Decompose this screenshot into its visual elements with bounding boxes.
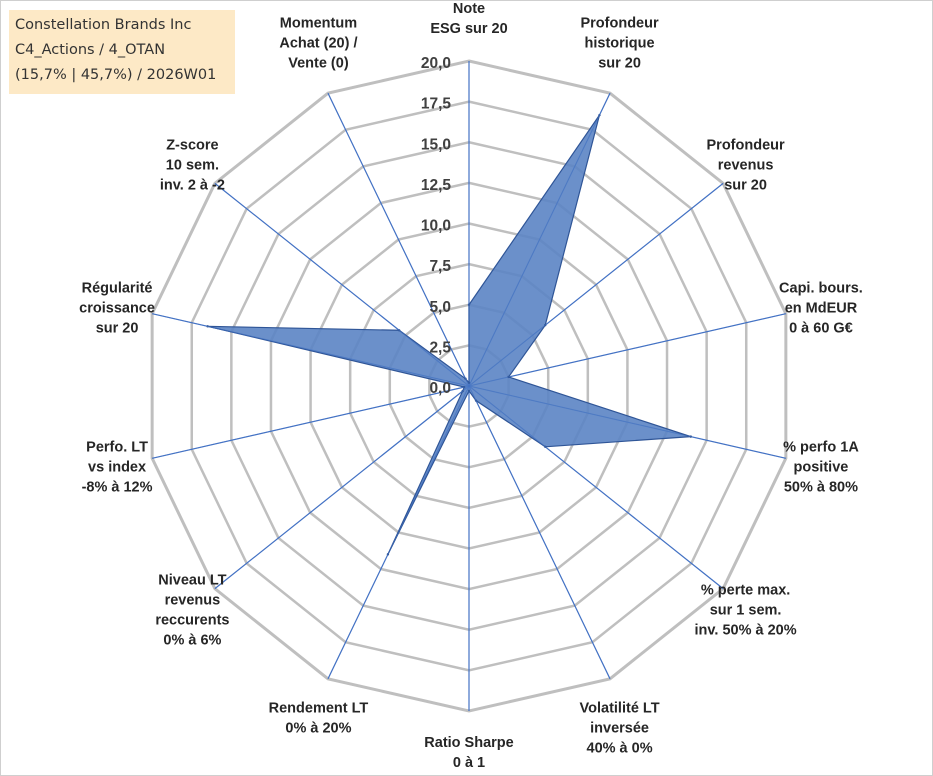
radar-category-line: sur 20 xyxy=(724,177,767,193)
radar-spoke-overlay-3 xyxy=(468,183,724,387)
radar-tick-label-6: 12,5 xyxy=(421,177,452,194)
radar-category-line: inv. 2 à -2 xyxy=(160,177,225,193)
radar-spoke-overlay-4 xyxy=(468,313,786,387)
radar-spoke-overlay-11 xyxy=(152,385,470,459)
radar-category-line: Capi. bours. xyxy=(779,281,863,297)
radar-category-line: sur 20 xyxy=(598,55,641,71)
radar-category-label-1: Note ESG sur 20 xyxy=(430,1,507,37)
radar-category-line: Z-score xyxy=(166,137,218,153)
radar-category-line: Profondeur xyxy=(580,15,658,31)
radar-category-label-13: Z-score 10 sem. inv. 2 à -2 xyxy=(160,137,225,193)
radar-tick-label-9: 20,0 xyxy=(421,55,451,72)
radar-category-line: Volatilité LT xyxy=(580,701,660,717)
radar-category-line: 40% à 0% xyxy=(587,741,653,757)
radar-series-area-1 xyxy=(207,114,691,555)
radar-category-line: historique xyxy=(585,35,655,51)
radar-spoke-overlay-12 xyxy=(152,313,470,387)
radar-category-label-7: Volatilité LT inversée 40% à 0% xyxy=(580,701,660,757)
radar-category-line: Niveau LT xyxy=(158,573,226,589)
radar-category-label-2: Profondeur historique sur 20 xyxy=(580,15,658,71)
radar-category-line: Vente (0) xyxy=(288,55,349,71)
radar-category-label-11: Perfo. LT vs index -8% à 12% xyxy=(82,439,153,495)
radar-category-line: 10 sem. xyxy=(166,157,219,173)
radar-tick-label-7: 15,0 xyxy=(421,136,451,153)
radar-category-line: inv. 50% à 20% xyxy=(695,623,797,639)
info-box: Constellation Brands Inc C4_Actions / 4_… xyxy=(9,10,235,94)
radar-category-line: revenus xyxy=(165,593,221,609)
radar-category-label-3: Profondeur revenus sur 20 xyxy=(707,137,785,193)
info-line-company: Constellation Brands Inc xyxy=(15,17,192,33)
radar-category-line: Rendement LT xyxy=(269,701,369,717)
radar-category-line: % perfo 1A xyxy=(783,439,859,455)
radar-category-line: 0% à 6% xyxy=(163,633,221,649)
radar-category-line: 0% à 20% xyxy=(285,721,351,737)
radar-category-line: 0 à 1 xyxy=(453,755,485,771)
radar-category-label-8: Ratio Sharpe 0 à 1 xyxy=(424,735,513,771)
radar-category-line: Momentum xyxy=(280,15,357,31)
radar-category-line: Note xyxy=(453,1,485,17)
radar-spoke-overlay-13 xyxy=(214,183,470,387)
radar-tick-label-4: 7,5 xyxy=(429,258,451,275)
radar-category-line: Achat (20) / xyxy=(279,35,357,51)
radar-tick-label-3: 5,0 xyxy=(429,299,451,316)
radar-category-line: inversée xyxy=(590,721,649,737)
radar-category-line: % perte max. xyxy=(701,583,790,599)
radar-category-label-14: Momentum Achat (20) / Vente (0) xyxy=(279,15,357,71)
radar-category-line: sur 20 xyxy=(96,321,139,337)
radar-tick-label-2: 2,5 xyxy=(429,339,451,356)
radar-category-line: Profondeur xyxy=(707,137,785,153)
radar-spoke-overlay-7 xyxy=(468,385,611,679)
info-line-stats: (15,7% | 45,7%) / 2026W01 xyxy=(15,67,217,83)
radar-category-line: 50% à 80% xyxy=(784,479,858,495)
radar-category-line: Ratio Sharpe xyxy=(424,735,513,751)
radar-category-label-6: % perte max. sur 1 sem. inv. 50% à 20% xyxy=(695,583,797,639)
radar-spoke-overlay-5 xyxy=(468,385,786,459)
radar-category-label-10: Niveau LT revenus reccurents 0% à 6% xyxy=(155,573,229,649)
radar-category-label-9: Rendement LT 0% à 20% xyxy=(269,701,369,737)
radar-category-line: -8% à 12% xyxy=(82,479,153,495)
radar-category-line: reccurents xyxy=(155,613,229,629)
radar-category-line: vs index xyxy=(88,459,146,475)
radar-category-line: ESG sur 20 xyxy=(430,21,507,37)
radar-spoke-overlay-10 xyxy=(214,385,470,589)
radar-category-label-4: Capi. bours. en MdEUR 0 à 60 G€ xyxy=(779,281,863,337)
radar-spoke-overlay-6 xyxy=(468,385,724,589)
radar-category-line: en MdEUR xyxy=(785,301,858,317)
radar-category-label-12: Régularité croissance sur 20 xyxy=(79,281,155,337)
radar-category-label-5: % perfo 1A positive 50% à 80% xyxy=(783,439,859,495)
radar-tick-label-8: 17,5 xyxy=(421,96,452,113)
radar-spoke-overlay-9 xyxy=(327,385,470,679)
info-line-category: C4_Actions / 4_OTAN xyxy=(15,42,166,58)
radar-category-line: Régularité xyxy=(82,281,153,297)
radar-category-line: revenus xyxy=(718,157,774,173)
radar-spoke-overlay-14 xyxy=(327,93,470,387)
radar-tick-label-1: 0,0 xyxy=(429,380,451,397)
radar-category-line: Perfo. LT xyxy=(86,439,148,455)
radar-category-line: sur 1 sem. xyxy=(710,603,782,619)
radar-category-line: croissance xyxy=(79,301,155,317)
radar-category-line: 0 à 60 G€ xyxy=(789,321,853,337)
radar-tick-label-5: 10,0 xyxy=(421,218,451,235)
radar-category-line: positive xyxy=(794,459,849,475)
radar-spoke-overlay-2 xyxy=(468,93,611,387)
